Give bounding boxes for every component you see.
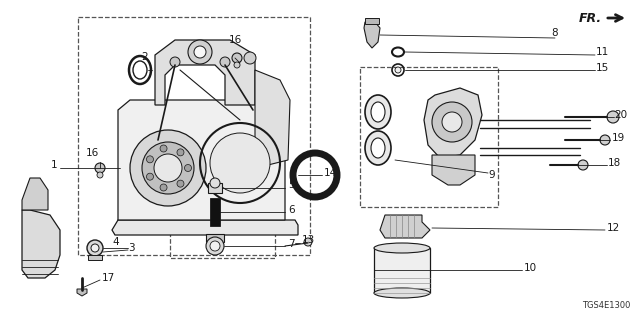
Circle shape xyxy=(210,133,270,193)
Circle shape xyxy=(600,135,610,145)
Circle shape xyxy=(220,57,230,67)
Text: 3: 3 xyxy=(128,243,134,253)
Bar xyxy=(206,234,224,242)
Text: 9: 9 xyxy=(488,170,495,180)
Circle shape xyxy=(232,53,242,63)
Polygon shape xyxy=(364,22,380,48)
Circle shape xyxy=(130,130,206,206)
Text: 6: 6 xyxy=(288,205,294,215)
Text: FR.: FR. xyxy=(579,12,602,25)
Text: 15: 15 xyxy=(596,63,609,73)
Text: 16: 16 xyxy=(228,35,242,45)
Ellipse shape xyxy=(371,102,385,122)
Circle shape xyxy=(170,57,180,67)
Circle shape xyxy=(154,154,182,182)
Circle shape xyxy=(160,184,167,191)
Polygon shape xyxy=(255,70,290,165)
Polygon shape xyxy=(424,88,482,158)
Text: 5: 5 xyxy=(288,180,294,190)
Circle shape xyxy=(177,149,184,156)
Polygon shape xyxy=(155,40,255,105)
Bar xyxy=(210,198,220,226)
Polygon shape xyxy=(22,210,60,278)
Circle shape xyxy=(578,160,588,170)
Text: 19: 19 xyxy=(612,133,625,143)
Polygon shape xyxy=(112,220,298,235)
Text: 20: 20 xyxy=(614,110,627,120)
Text: 1: 1 xyxy=(51,160,57,170)
Text: 12: 12 xyxy=(607,223,620,233)
Circle shape xyxy=(142,142,194,194)
Circle shape xyxy=(442,112,462,132)
Text: 17: 17 xyxy=(102,273,115,283)
Ellipse shape xyxy=(374,288,430,298)
Bar xyxy=(208,183,222,193)
Circle shape xyxy=(234,62,240,68)
Bar xyxy=(170,178,275,258)
Bar xyxy=(365,18,379,24)
Circle shape xyxy=(210,241,220,251)
Text: 4: 4 xyxy=(112,237,118,247)
Circle shape xyxy=(160,145,167,152)
Text: 7: 7 xyxy=(288,239,294,249)
Circle shape xyxy=(147,156,154,163)
Text: 14: 14 xyxy=(324,168,337,178)
Circle shape xyxy=(184,164,191,172)
Text: 2: 2 xyxy=(141,52,148,62)
Bar xyxy=(374,248,430,293)
Circle shape xyxy=(97,172,103,178)
Circle shape xyxy=(95,163,105,173)
Text: 13: 13 xyxy=(302,235,316,245)
Polygon shape xyxy=(22,178,48,210)
Ellipse shape xyxy=(374,243,430,253)
Text: 18: 18 xyxy=(608,158,621,168)
Text: 8: 8 xyxy=(552,28,558,38)
Circle shape xyxy=(210,178,220,188)
Circle shape xyxy=(147,173,154,180)
Text: 11: 11 xyxy=(596,47,609,57)
Circle shape xyxy=(206,237,224,255)
Circle shape xyxy=(395,67,401,73)
Bar xyxy=(88,255,102,260)
Polygon shape xyxy=(380,215,430,238)
Text: 16: 16 xyxy=(85,148,99,158)
Circle shape xyxy=(432,102,472,142)
Bar xyxy=(360,67,498,207)
Circle shape xyxy=(87,240,103,256)
Ellipse shape xyxy=(365,95,391,129)
Ellipse shape xyxy=(371,138,385,158)
Circle shape xyxy=(194,46,206,58)
Polygon shape xyxy=(77,289,87,296)
Circle shape xyxy=(607,111,619,123)
Circle shape xyxy=(304,238,312,246)
Circle shape xyxy=(91,244,99,252)
Text: TGS4E1300: TGS4E1300 xyxy=(582,301,630,310)
Bar xyxy=(78,17,310,255)
Circle shape xyxy=(244,52,256,64)
Circle shape xyxy=(177,180,184,187)
Ellipse shape xyxy=(365,131,391,165)
Polygon shape xyxy=(432,155,475,185)
Text: 10: 10 xyxy=(524,263,537,273)
Circle shape xyxy=(188,40,212,64)
Polygon shape xyxy=(118,100,285,220)
Ellipse shape xyxy=(133,61,147,79)
